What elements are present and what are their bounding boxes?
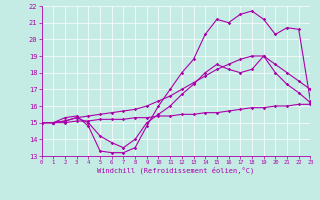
X-axis label: Windchill (Refroidissement éolien,°C): Windchill (Refroidissement éolien,°C) — [97, 167, 255, 174]
